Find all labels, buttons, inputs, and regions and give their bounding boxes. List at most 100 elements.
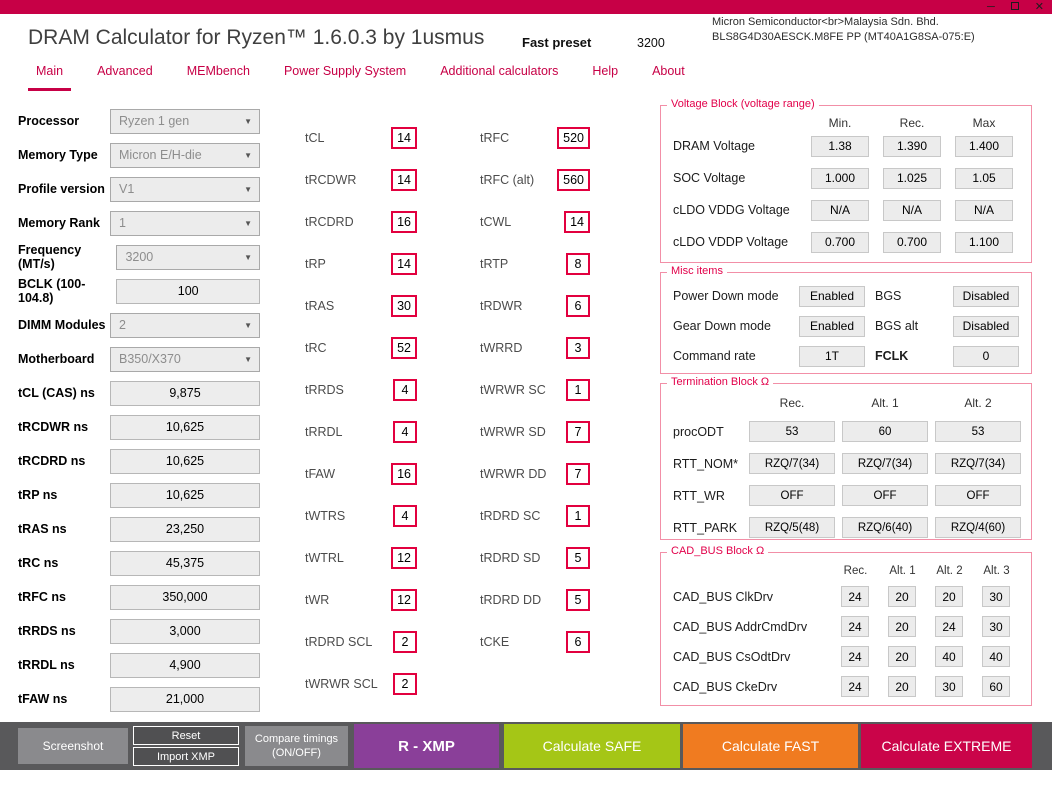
- tcl-input[interactable]: 14: [391, 127, 417, 149]
- tab-advanced[interactable]: Advanced: [97, 64, 153, 78]
- tab-additional-calculators[interactable]: Additional calculators: [440, 64, 559, 78]
- timing-label: tRDRD SD: [480, 551, 541, 565]
- trfc-ns-input[interactable]: 350,000: [110, 584, 260, 610]
- bgs-alt-value: Disabled: [953, 315, 1019, 337]
- timing-label: tRRDL: [305, 425, 343, 439]
- twrwr-dd-input[interactable]: 7: [566, 463, 590, 485]
- form-row: Profile version V1 ▼: [18, 172, 260, 206]
- voltage-label: DRAM Voltage: [673, 139, 755, 153]
- tab-main[interactable]: Main: [28, 60, 72, 91]
- cad-bus-row: CAD_BUS CsOdtDrv 24 20 40 40: [673, 646, 1031, 667]
- twrrd-input[interactable]: 3: [566, 337, 590, 359]
- main-nav: Main Advanced MEMbench Power Supply Syst…: [28, 60, 693, 91]
- frequency-select[interactable]: 3200 ▼: [116, 244, 260, 270]
- timing-row: tWRRD 3: [480, 327, 590, 369]
- gear-down-mode-value: Enabled: [799, 315, 865, 337]
- termination-label: RTT_WR: [673, 488, 725, 503]
- calculate-fast-button[interactable]: Calculate FAST: [683, 724, 858, 768]
- twrwr-sc-input[interactable]: 1: [566, 379, 590, 401]
- trc-input[interactable]: 52: [391, 337, 417, 359]
- tab-help[interactable]: Help: [592, 64, 619, 78]
- twr-input[interactable]: 12: [391, 589, 417, 611]
- processor-select[interactable]: Ryzen 1 gen ▼: [110, 108, 260, 134]
- reset-button[interactable]: Reset: [133, 726, 239, 745]
- ckedrv-alt3: 60: [982, 676, 1010, 697]
- timing-label: tWTRS: [305, 509, 346, 523]
- tab-membench[interactable]: MEMbench: [186, 64, 250, 78]
- calculate-extreme-button[interactable]: Calculate EXTREME: [861, 724, 1032, 768]
- timing-row: tRCDRD 16: [305, 201, 417, 243]
- compare-timings-button[interactable]: Compare timings (ON/OFF): [245, 726, 348, 766]
- profile-version-select[interactable]: V1 ▼: [110, 176, 260, 202]
- csodtdrv-alt1: 20: [888, 646, 916, 667]
- maximize-button[interactable]: [1010, 0, 1019, 14]
- calculate-safe-button[interactable]: Calculate SAFE: [504, 724, 680, 768]
- dram-voltage-rec: 1.390: [883, 135, 941, 157]
- trtp-input[interactable]: 8: [566, 253, 590, 275]
- timing-label: tRCDWR: [305, 173, 357, 187]
- trp-input[interactable]: 14: [391, 253, 417, 275]
- addrcmddrv-alt2: 24: [935, 616, 963, 637]
- dimm-modules-select[interactable]: 2 ▼: [110, 312, 260, 338]
- memory-type-select[interactable]: Micron E/H-die ▼: [110, 142, 260, 168]
- form-row: Memory Rank 1 ▼: [18, 206, 260, 240]
- tras-input[interactable]: 30: [391, 295, 417, 317]
- minimize-button[interactable]: ─: [986, 1, 995, 13]
- clkdrv-rec: 24: [841, 586, 869, 607]
- tab-power-supply-system[interactable]: Power Supply System: [283, 64, 407, 78]
- r-xmp-button[interactable]: R - XMP: [354, 724, 499, 768]
- misc-row: Command rate 1T FCLK 0: [673, 341, 1031, 371]
- tras-ns-input[interactable]: 23,250: [110, 516, 260, 542]
- tfaw-input[interactable]: 16: [391, 463, 417, 485]
- trcdrd-input[interactable]: 16: [391, 211, 417, 233]
- bclk-input[interactable]: 100: [116, 278, 260, 304]
- trdrd-sd-input[interactable]: 5: [566, 547, 590, 569]
- import-xmp-button[interactable]: Import XMP: [133, 747, 239, 766]
- field-label: BCLK (100-104.8): [18, 277, 86, 305]
- trdrd-sc-input[interactable]: 1: [566, 505, 590, 527]
- trrdl-input[interactable]: 4: [393, 421, 417, 443]
- trfc-input[interactable]: 520: [557, 127, 590, 149]
- tcl-ns-input[interactable]: 9,875: [110, 380, 260, 406]
- trcdwr-input[interactable]: 14: [391, 169, 417, 191]
- trcdrd-ns-input[interactable]: 10,625: [110, 448, 260, 474]
- trrdl-ns-input[interactable]: 4,900: [110, 652, 260, 678]
- twrwr-sd-input[interactable]: 7: [566, 421, 590, 443]
- timing-row: tRAS 30: [305, 285, 417, 327]
- window-controls: ─ ✕: [987, 0, 1044, 14]
- twrwr-scl-input[interactable]: 2: [393, 673, 417, 695]
- motherboard-select[interactable]: B350/X370 ▼: [110, 346, 260, 372]
- trdrd-dd-input[interactable]: 5: [566, 589, 590, 611]
- trrds-input[interactable]: 4: [393, 379, 417, 401]
- close-button[interactable]: ✕: [1034, 1, 1044, 13]
- trdrd-scl-input[interactable]: 2: [393, 631, 417, 653]
- rtt-park-alt1: RZQ/6(40): [842, 517, 928, 538]
- form-row: tRCDRD ns 10,625: [18, 444, 260, 478]
- trrds-ns-input[interactable]: 3,000: [110, 618, 260, 644]
- form-row: BCLK (100-104.8) 100: [18, 274, 260, 308]
- screenshot-button[interactable]: Screenshot: [18, 728, 128, 764]
- rtt-park-rec: RZQ/5(48): [749, 517, 835, 538]
- trcdwr-ns-input[interactable]: 10,625: [110, 414, 260, 440]
- voltage-block-panel: Voltage Block (voltage range) Min. Rec. …: [660, 98, 1032, 263]
- trc-ns-input[interactable]: 45,375: [110, 550, 260, 576]
- select-value: Micron E/H-die: [119, 148, 202, 162]
- timing-row: tRDWR 6: [480, 285, 590, 327]
- twtrs-input[interactable]: 4: [393, 505, 417, 527]
- tcke-input[interactable]: 6: [566, 631, 590, 653]
- tfaw-ns-input[interactable]: 21,000: [110, 686, 260, 712]
- form-row: Processor Ryzen 1 gen ▼: [18, 104, 260, 138]
- tab-about[interactable]: About: [652, 64, 685, 78]
- preset-frequency: 3200: [637, 36, 665, 50]
- vddp-voltage-rec: 0.700: [883, 231, 941, 253]
- form-row: tRCDWR ns 10,625: [18, 410, 260, 444]
- trfc-alt-input[interactable]: 560: [557, 169, 590, 191]
- tcwl-input[interactable]: 14: [564, 211, 590, 233]
- cad-bus-row: CAD_BUS AddrCmdDrv 24 20 24 30: [673, 616, 1031, 637]
- timing-column-2: tRFC 520 tRFC (alt) 560 tCWL 14 tRTP 8 tRDWR…: [480, 117, 590, 663]
- trp-ns-input[interactable]: 10,625: [110, 482, 260, 508]
- memory-rank-select[interactable]: 1 ▼: [110, 210, 260, 236]
- trdwr-input[interactable]: 6: [566, 295, 590, 317]
- timing-column-1: tCL 14 tRCDWR 14 tRCDRD 16 tRP 14 tRAS 30 tRC…: [305, 117, 417, 705]
- twtrl-input[interactable]: 12: [391, 547, 417, 569]
